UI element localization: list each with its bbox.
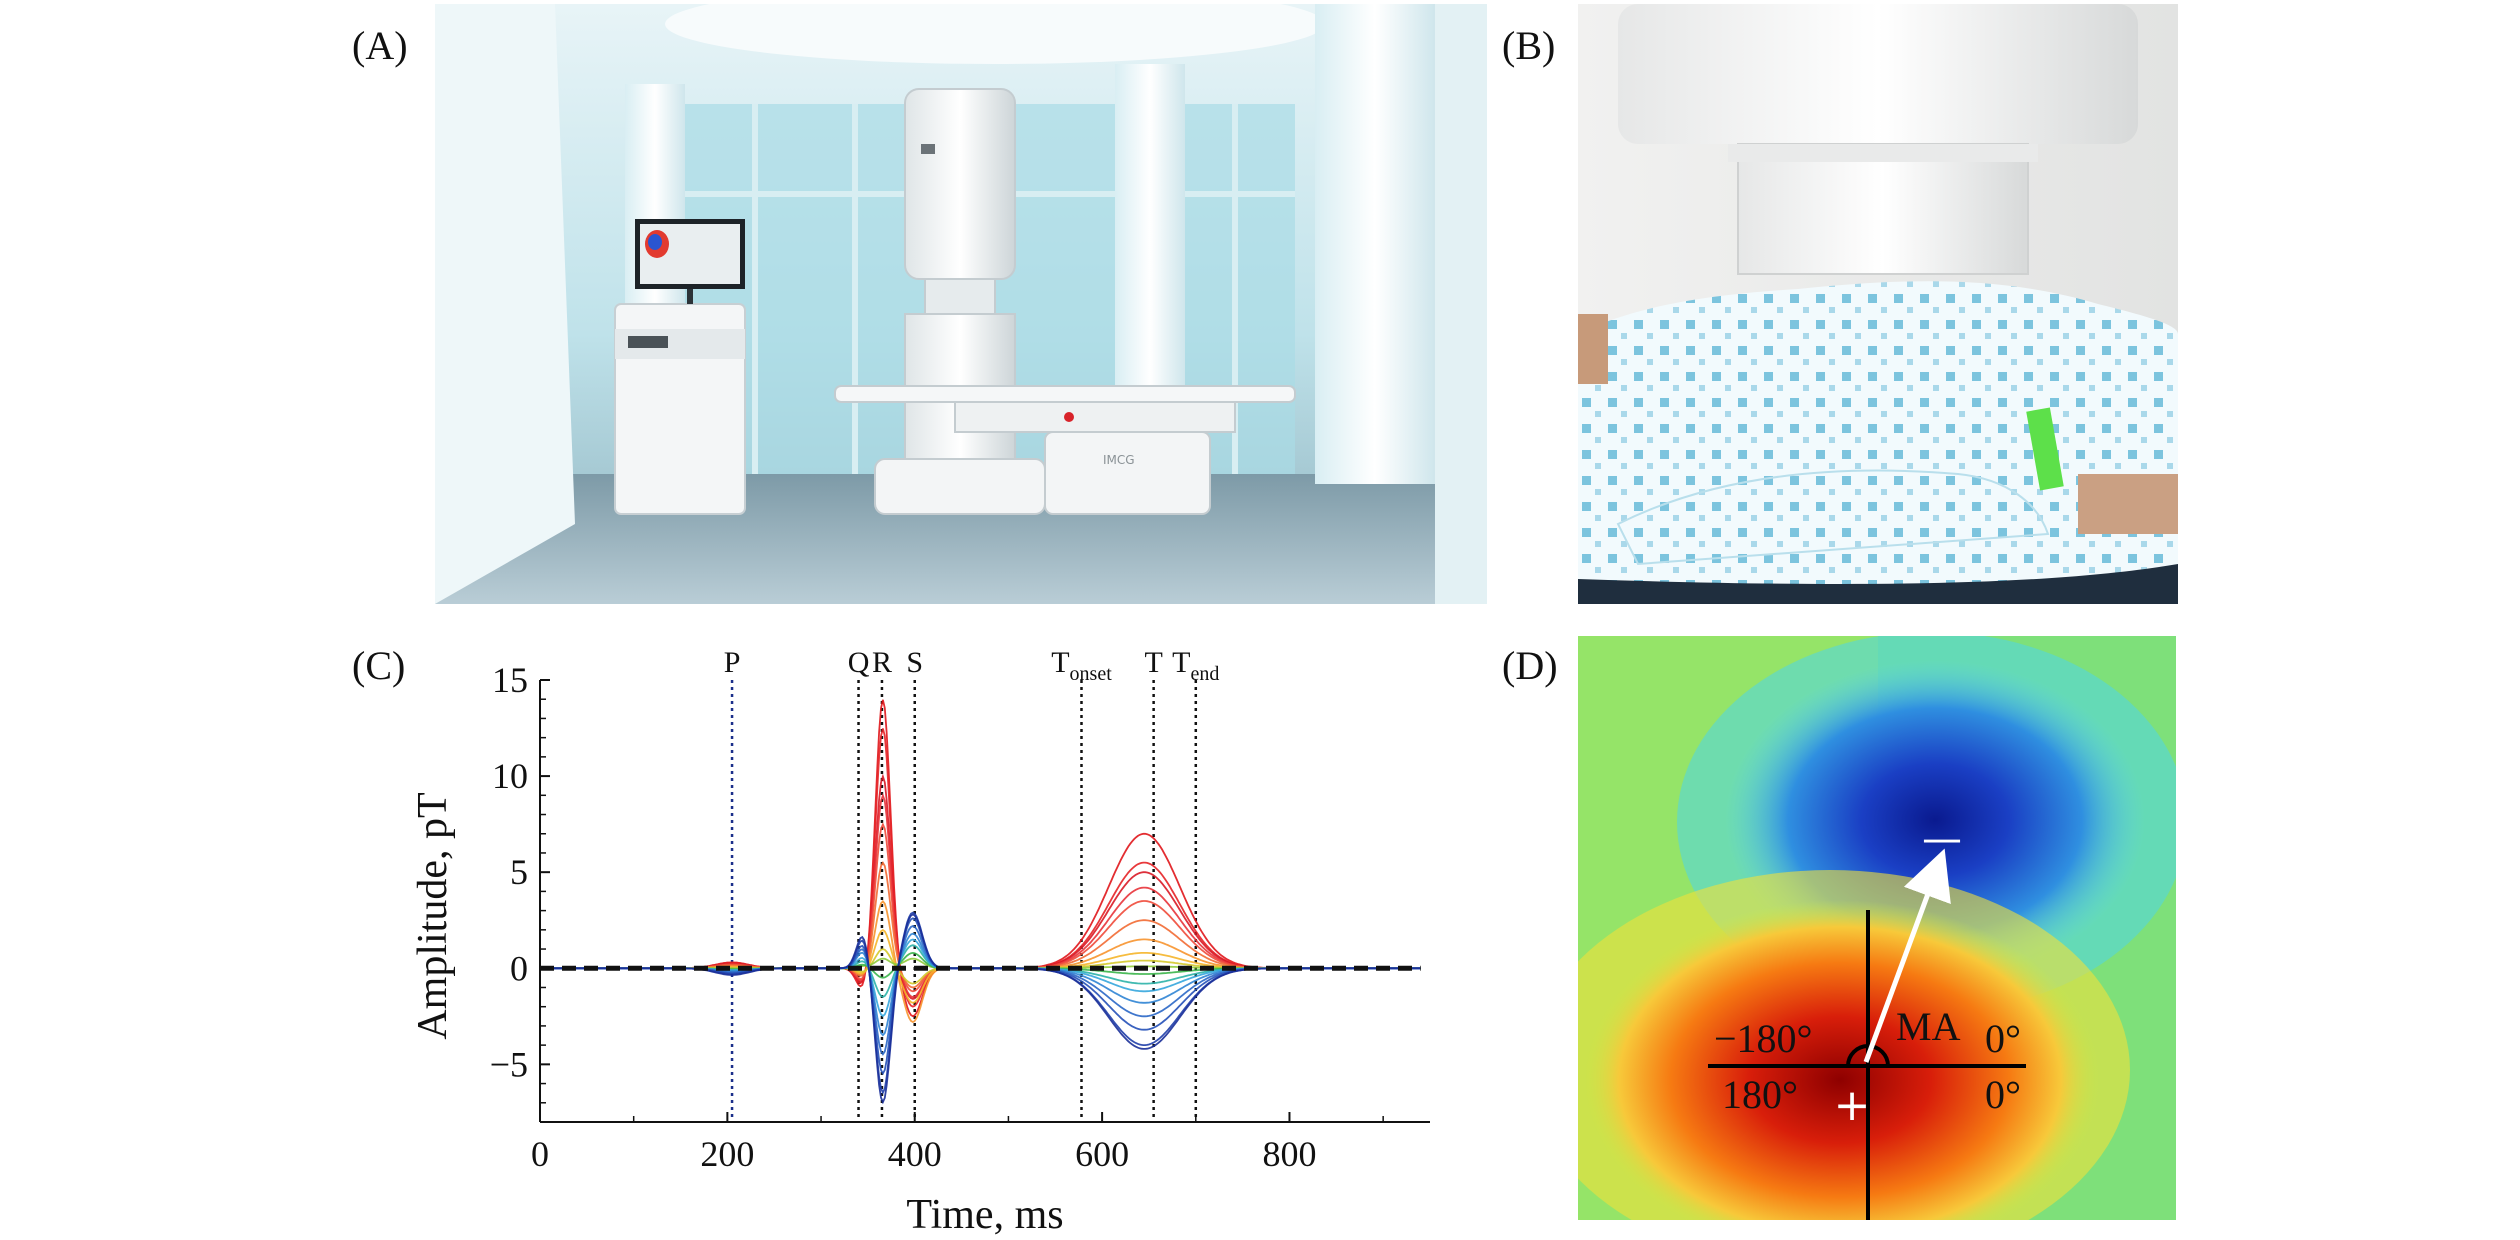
event-label-4: Tonset: [1051, 646, 1112, 685]
y-tick-label-2: 5: [510, 852, 528, 892]
series-line-1: [540, 728, 1421, 1008]
device-room-illustration: IMCG: [435, 4, 1487, 604]
y-axis-title: Amplitude, pT: [410, 792, 456, 1039]
negative-marker: —: [1922, 816, 1962, 862]
panel-label-a: (A): [352, 23, 408, 68]
event-label-3: S: [906, 646, 923, 679]
event-label-0: P: [724, 646, 741, 679]
angle-label-0-top: 0°: [1985, 1016, 2021, 1061]
event-label-2: R: [872, 646, 892, 679]
panel-label-d: (D): [1502, 643, 1558, 688]
x-axis-title: Time, ms: [906, 1192, 1063, 1238]
y-tick-label-3: 10: [492, 756, 528, 796]
y-tick-label-4: 15: [492, 660, 528, 700]
series-line-11: [540, 944, 1421, 998]
panel-label-c: (C): [352, 643, 406, 688]
field-map: — + −180° 0° 180° 0° MA: [1578, 636, 2176, 1220]
device-brand-text: IMCG: [1103, 453, 1135, 467]
angle-arc: [1846, 1044, 1890, 1067]
x-tick-label-2: 400: [888, 1134, 942, 1174]
series-line-13: [540, 932, 1421, 1037]
series-line-15: [540, 917, 1421, 1076]
series-line-14: [540, 925, 1421, 1056]
x-tick-label-3: 600: [1075, 1134, 1129, 1174]
device-room-photo: IMCG: [435, 4, 1487, 604]
angle-label-neg180: −180°: [1714, 1016, 1813, 1061]
series-line-6: [540, 900, 1421, 1024]
x-tick-label-0: 0: [531, 1134, 549, 1174]
x-tick-label-1: 200: [700, 1134, 754, 1174]
event-label-5: T: [1144, 646, 1162, 679]
event-label-1: Q: [848, 646, 870, 679]
y-tick-label-1: 0: [510, 948, 528, 988]
series-line-2: [540, 773, 1421, 1000]
angle-label-180: 180°: [1722, 1072, 1798, 1117]
series-line-12: [540, 938, 1421, 1018]
series-line-16: [540, 911, 1421, 1095]
event-lines: P Q R S Tonset T Tend: [724, 646, 1219, 1122]
chart-ticks: 0 200 400 600 800 −5 0 5 10 15: [490, 660, 1384, 1174]
panel-label-b: (B): [1502, 23, 1556, 68]
positive-marker: +: [1834, 1080, 1871, 1131]
angle-label-0-bottom: 0°: [1985, 1072, 2021, 1117]
chart-axes: [539, 680, 1430, 1123]
series-lines: [540, 699, 1421, 1105]
patient-photo: [1578, 4, 2178, 604]
y-tick-label-0: −5: [490, 1044, 528, 1084]
positive-pole: [1580, 900, 2100, 1220]
ma-label: MA: [1896, 1004, 1961, 1049]
magnetic-axis-arrow: [1863, 848, 1951, 1063]
event-label-6: Tend: [1172, 646, 1219, 685]
mcg-chart: P Q R S Tonset T Tend 0 200 400 600 800 −5 0 5 10 15 Ti…: [410, 646, 1430, 1238]
series-line-17: [540, 913, 1421, 1105]
x-tick-label-4: 800: [1262, 1134, 1316, 1174]
patient-illustration: [1578, 4, 2178, 604]
series-line-10: [540, 951, 1421, 979]
